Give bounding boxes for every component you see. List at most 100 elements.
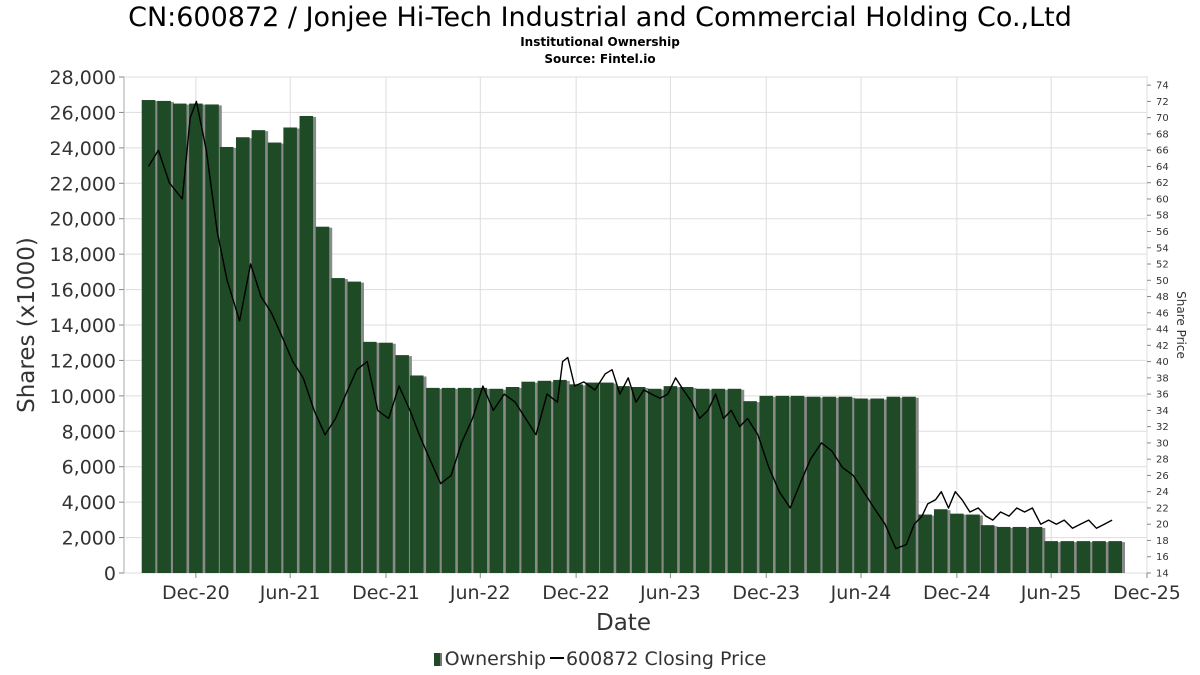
ownership-bar: [790, 395, 805, 573]
ownership-bar: [251, 130, 266, 573]
y2-tick-label: 32: [1156, 422, 1169, 433]
y2-tick-label: 30: [1156, 438, 1169, 449]
legend-ownership-label: Ownership: [444, 648, 546, 670]
y2-tick-label: 52: [1156, 260, 1169, 271]
y-tick-label: 10,000: [50, 386, 116, 408]
ownership-bar: [505, 387, 520, 573]
y-tick-label: 4,000: [62, 492, 116, 514]
chart-title: CN:600872 / Jonjee Hi-Tech Industrial an…: [128, 2, 1072, 33]
y-tick-label: 6,000: [62, 457, 116, 479]
x-tick-label: Dec-21: [352, 582, 420, 604]
y2-tick-label: 62: [1156, 178, 1169, 189]
ownership-bar: [950, 513, 964, 573]
y2-tick-label: 54: [1156, 243, 1169, 254]
y2-tick-label: 46: [1156, 308, 1169, 319]
legend-ownership-swatch: [433, 653, 442, 666]
ownership-bar: [395, 355, 409, 573]
ownership-bar: [759, 395, 774, 573]
chart-subtitle: Institutional Ownership: [520, 35, 680, 49]
ownership-bar: [886, 396, 901, 573]
ownership-bar: [711, 388, 726, 573]
y2-tick-label: 42: [1156, 341, 1169, 352]
ownership-bar: [870, 398, 884, 573]
ownership-bar: [267, 142, 282, 574]
ownership-bar: [473, 387, 488, 573]
y-tick-label: 12,000: [50, 350, 116, 372]
ownership-bar: [553, 379, 567, 573]
y2-tick-label: 50: [1156, 276, 1169, 287]
ownership-bar: [205, 104, 219, 573]
ownership-bar: [235, 137, 250, 573]
ownership-bar: [585, 382, 600, 573]
legend: Ownership 600872 Closing Price: [0, 647, 1200, 671]
y2-tick-label: 72: [1156, 97, 1169, 108]
ownership-bar: [679, 387, 694, 573]
ownership-bar: [695, 388, 710, 573]
y2-tick-label: 22: [1156, 503, 1169, 514]
ownership-bar: [743, 401, 757, 573]
ownership-bar: [1028, 526, 1043, 573]
ownership-bar: [838, 396, 853, 573]
y2-tick-label: 38: [1156, 373, 1169, 384]
ownership-bar: [363, 341, 377, 573]
y2-tick-label: 70: [1156, 113, 1169, 124]
y2-tick-label: 40: [1156, 357, 1169, 368]
ownership-bar: [1092, 541, 1106, 573]
y2-tick-label: 36: [1156, 390, 1169, 401]
ownership-bar: [727, 388, 742, 573]
x-tick-label: Jun-25: [1020, 582, 1082, 604]
ownership-bar: [996, 526, 1011, 573]
y2-tick-label: 58: [1156, 211, 1169, 222]
ownership-bar: [1108, 541, 1122, 573]
ownership-bar: [157, 100, 171, 574]
y-axis-title: Shares (x1000): [14, 237, 40, 413]
ownership-bar: [616, 386, 630, 573]
y2-tick-label: 74: [1156, 81, 1169, 92]
price-line: [147, 100, 1113, 550]
ownership-bar: [569, 384, 583, 573]
y-tick-label: 14,000: [50, 315, 116, 337]
x-tick-label: Dec-25: [1113, 582, 1181, 604]
y2-tick-label: 34: [1156, 406, 1169, 417]
y2-tick-label: 44: [1156, 325, 1169, 336]
y2-tick-label: 24: [1156, 487, 1169, 498]
ownership-bar: [854, 398, 868, 573]
y2-tick-label: 14: [1156, 569, 1169, 580]
y2-tick-label: 68: [1156, 129, 1169, 140]
x-tick-label: Jun-21: [259, 582, 321, 604]
ownership-bar: [426, 387, 440, 573]
ownership-bar: [966, 514, 980, 573]
ownership-bar: [1044, 541, 1058, 573]
ownership-bar: [141, 100, 156, 574]
ownership-bar: [918, 514, 932, 573]
ownership-bar: [283, 127, 297, 573]
y-tick-label: 8,000: [62, 421, 116, 443]
y2-tick-label: 56: [1156, 227, 1169, 238]
x-tick-label: Dec-22: [542, 582, 610, 604]
ownership-bar: [902, 396, 916, 573]
ownership-bar: [1060, 541, 1075, 573]
y-tick-label: 20,000: [50, 209, 116, 231]
ownership-bar: [775, 395, 790, 573]
ownership-bar: [379, 342, 393, 573]
legend-price-label: 600872 Closing Price: [565, 648, 767, 670]
ownership-bar: [648, 388, 662, 573]
y2-tick-label: 20: [1156, 520, 1169, 531]
x-tick-label: Jun-22: [449, 582, 511, 604]
ownership-bar: [315, 226, 330, 573]
y-tick-label: 18,000: [50, 244, 116, 266]
ownership-bar: [806, 396, 821, 573]
ownership-bar: [172, 103, 187, 574]
ownership-bar: [933, 509, 948, 573]
legend-price-line: [549, 657, 564, 659]
ownership-bar: [457, 387, 472, 573]
y-tick-label: 24,000: [50, 138, 116, 160]
ownership-bar: [489, 388, 504, 573]
y-tick-label: 0: [104, 563, 116, 585]
ownership-bar: [219, 146, 234, 573]
y2-tick-label: 60: [1156, 194, 1169, 205]
ownership-bar: [299, 115, 314, 573]
y-tick-label: 28,000: [50, 67, 116, 89]
ownership-bar: [409, 375, 424, 573]
